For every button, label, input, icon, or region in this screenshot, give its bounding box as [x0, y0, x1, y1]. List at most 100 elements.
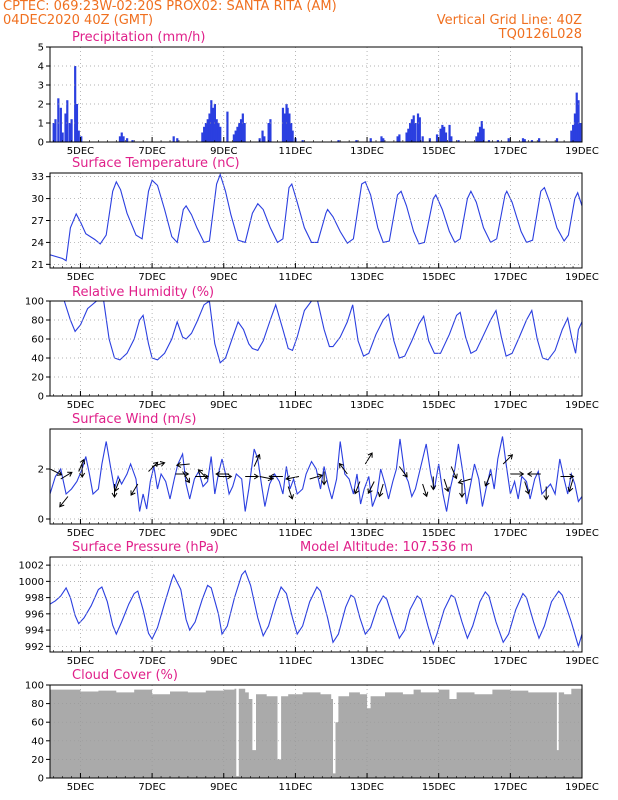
wind-vector: [510, 471, 525, 477]
x-tick-label: 5DEC: [67, 656, 94, 667]
panel-5: 0 20 40 60 80 100 5DEC 7DEC 9DEC 11DEC 13DEC 15DEC 1…: [25, 668, 599, 793]
wind-vector: [338, 462, 348, 475]
y-tick-label: 30: [31, 194, 44, 205]
wind-vector: [450, 466, 458, 480]
precip-bar: [238, 123, 241, 142]
precip-bar: [457, 140, 460, 142]
x-tick-label: 13DEC: [350, 782, 384, 793]
x-tick-label: 17DEC: [493, 400, 527, 411]
precip-bar: [521, 138, 525, 142]
wind-vector: [309, 473, 324, 480]
panel-3: 0 2 5DEC 7DEC 9DEC 11DEC 13DEC 15DEC 17DEC 19DEC S…: [38, 412, 599, 539]
panel-data: [50, 173, 582, 262]
precip-bar: [176, 138, 179, 142]
wind-vector: [377, 483, 384, 498]
wind-vector: [459, 484, 465, 498]
wind-vector: [560, 473, 575, 480]
precip-bar: [80, 136, 83, 142]
x-tick-label: 19DEC: [565, 146, 599, 157]
precip-bar: [61, 132, 64, 142]
precip-bar: [126, 138, 129, 142]
precip-bar: [267, 123, 270, 142]
precip-bar: [206, 119, 209, 142]
precip-bar: [448, 124, 451, 142]
wind-vector: [50, 468, 63, 476]
precip-bar: [301, 140, 304, 142]
precip-bar: [396, 136, 399, 142]
x-tick-label: 11DEC: [279, 146, 313, 157]
panel-frame: [49, 556, 583, 653]
x-tick-label: 19DEC: [565, 782, 599, 793]
precip-bar: [288, 113, 291, 142]
wind-vector: [151, 461, 166, 467]
precip-bar: [241, 113, 244, 142]
wind-vector: [175, 462, 190, 468]
precip-bar: [120, 132, 123, 142]
y-tick-label: 20: [31, 373, 44, 384]
x-tick-label: 7DEC: [138, 656, 165, 667]
precip-bar: [204, 123, 208, 142]
precip-bar: [523, 139, 526, 142]
y-tick-label: 24: [31, 238, 44, 249]
x-tick-label: 15DEC: [422, 528, 456, 539]
series-line: [50, 569, 582, 649]
precip-bar: [203, 126, 206, 142]
wind-vector: [367, 481, 375, 494]
y-tick-label: 40: [31, 736, 44, 747]
series-line: [50, 436, 582, 512]
wind-vector: [422, 483, 429, 498]
y-tick-label: 20: [31, 755, 44, 766]
x-tick-label: 7DEC: [138, 528, 165, 539]
cloud-area: [50, 688, 582, 778]
precip-bar: [219, 126, 222, 142]
wind-vector: [253, 453, 261, 467]
x-tick-label: 5DEC: [67, 528, 94, 539]
y-tick-label: 21: [31, 260, 44, 271]
x-tick-label: 7DEC: [138, 782, 165, 793]
y-tick-label: 3: [38, 81, 44, 92]
precip-bar: [443, 126, 446, 142]
panel-4: 992 994 996 998 1000 1002 5DEC 7DEC 9DEC 11DEC 13D…: [19, 540, 599, 667]
wind-vector: [182, 471, 190, 484]
precip-bar: [410, 119, 414, 142]
x-tick-label: 19DEC: [565, 272, 599, 283]
x-tick-label: 5DEC: [67, 146, 94, 157]
precip-bar: [555, 138, 559, 142]
precip-bar: [54, 119, 57, 142]
precip-bar: [444, 132, 448, 142]
precip-bar: [477, 132, 480, 142]
wind-vector: [59, 496, 69, 508]
precip-bar: [131, 140, 134, 142]
precip-bar: [236, 126, 239, 142]
y-tick-label: 80: [31, 316, 44, 327]
precip-bar: [487, 140, 491, 142]
y-tick-label: 0: [38, 515, 44, 526]
x-tick-label: 7DEC: [138, 146, 165, 157]
y-tick-label: 60: [31, 335, 44, 346]
wind-vector: [60, 471, 73, 480]
wind-vector: [484, 473, 492, 487]
x-tick-label: 17DEC: [493, 528, 527, 539]
precip-bar: [75, 104, 79, 142]
x-tick-label: 13DEC: [350, 528, 384, 539]
x-tick-label: 13DEC: [350, 272, 384, 283]
precip-bar: [217, 123, 220, 142]
y-tick-label: 998: [25, 593, 44, 604]
panel-1: 21 24 27 30 33 5DEC 7DEC 9DEC 11DEC 13DEC 15DEC 17D…: [31, 156, 599, 283]
precip-bar: [68, 123, 71, 142]
precip-bar: [208, 113, 211, 142]
chart-header: CPTEC: 069:23W-02:20S PROX02: SANTA RITA…: [0, 0, 618, 50]
x-tick-label: 19DEC: [565, 400, 599, 411]
x-tick-label: 9DEC: [210, 528, 237, 539]
wind-vector: [364, 452, 373, 465]
y-tick-label: 2: [38, 465, 44, 476]
precip-bar: [234, 130, 237, 142]
panel-data: [50, 301, 582, 364]
x-tick-label: 7DEC: [138, 272, 165, 283]
header-run-date: 04DEC2020 40Z (GMT): [3, 13, 154, 28]
panel-title: Surface Pressure (hPa): [72, 540, 219, 555]
wind-vector: [195, 473, 210, 480]
x-tick-label: 19DEC: [565, 656, 599, 667]
precip-bar: [435, 134, 439, 142]
wind-vector: [502, 454, 514, 465]
